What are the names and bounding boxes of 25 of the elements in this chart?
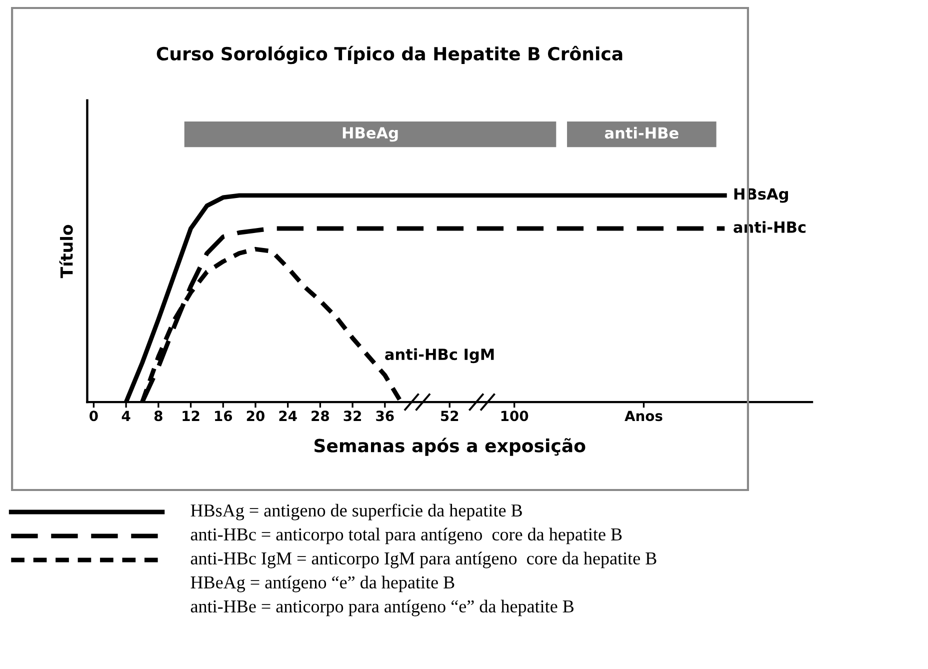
text: HBsAg = antigeno de superficie da hepatite B [190,504,522,520]
x-tick-label: 20 [246,410,264,422]
text: anti-HBe = anticorpo para antígeno “e” da hepatite B [190,600,574,616]
y-axis-title: Título [59,224,73,278]
chart-title: Curso Sorológico Típico da Hepatite B Crônica [156,46,622,64]
x-tick-label: 36 [376,410,394,422]
x-tick-label: Anos [624,410,662,422]
series-label: anti-HBc [734,221,806,233]
text: anti-HBe [604,126,678,139]
x-tick-label: 32 [344,410,362,422]
x-tick-label: 16 [215,410,232,422]
x-tick-label: 100 [501,410,528,422]
text: HBeAg [342,127,398,142]
text: HBeAg = antígeno “e” da hepatite B [190,576,454,592]
x-axis-title: Semanas após a exposição [314,438,586,456]
text: anti-HBc IgM = anticorpo IgM para antígeno core da hepatite B [190,552,656,568]
series-label: anti-HBc IgM [385,348,494,364]
x-tick-label: 28 [312,410,329,422]
x-tick-label: 0 [90,410,98,422]
text: anti-HBc = anticorpo total para antígeno core da hepatite B [190,528,622,544]
x-tick-label: 8 [154,410,162,422]
x-tick-label: 4 [122,410,130,421]
x-tick-label: 12 [182,410,200,421]
x-tick-label: 24 [279,410,297,421]
x-tick-label: 52 [441,410,458,422]
